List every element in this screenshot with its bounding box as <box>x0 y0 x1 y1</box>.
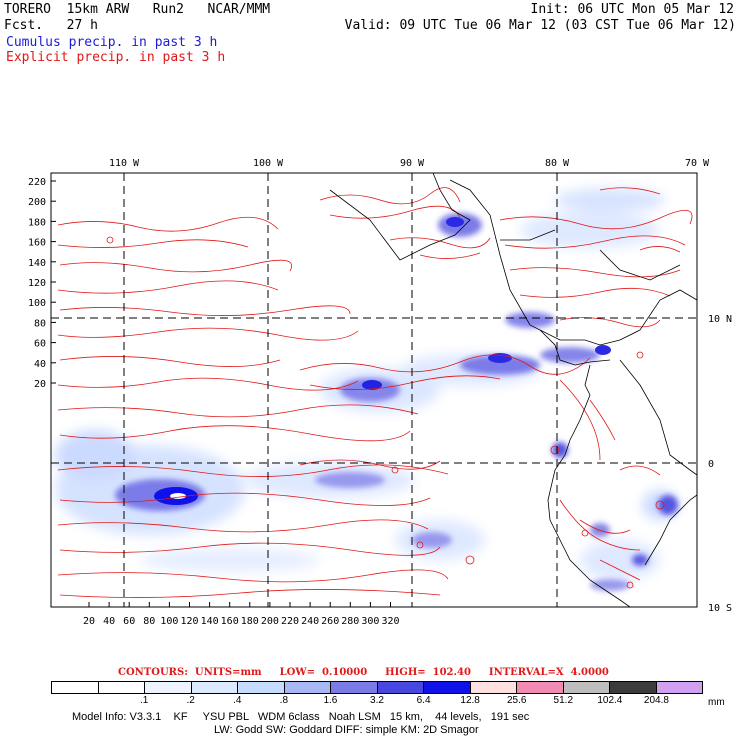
bottom-tick-label: 220 <box>281 616 299 627</box>
legend-swatch <box>470 682 517 693</box>
bottom-tick-label: 280 <box>341 616 359 627</box>
left-tick-label: 140 <box>28 258 46 269</box>
bottom-tick-label: 80 <box>143 616 155 627</box>
legend-swatch <box>424 682 471 693</box>
contour-high: HIGH= 102.40 <box>385 667 471 678</box>
legend-swatch <box>238 682 285 693</box>
map-frame <box>50 172 698 608</box>
graticule <box>51 173 697 607</box>
bottom-tick-label: 100 <box>160 616 178 627</box>
bottom-grid-ticks: 20 40 60 80 100 120 140 160 180 200 220 240 260 280 30… <box>83 602 400 627</box>
legend-swatch <box>610 682 657 693</box>
left-tick-label: 120 <box>28 278 46 289</box>
left-tick-label: 20 <box>34 379 46 390</box>
bottom-tick-label: 200 <box>261 616 279 627</box>
left-grid-ticks: 220 200 180 160 140 120 100 80 60 40 20 <box>28 177 56 390</box>
lat-label: 10 S <box>708 603 732 614</box>
legend-label: .1 <box>139 695 149 706</box>
left-tick-label: 100 <box>28 298 46 309</box>
precip-field <box>55 173 697 607</box>
legend-label: .4 <box>233 695 242 706</box>
lat-label: 0 <box>708 459 714 470</box>
legend-label: 51.2 <box>553 695 574 706</box>
left-tick-label: 40 <box>34 359 46 370</box>
legend-label: 25.6 <box>506 695 527 706</box>
model-physics: LW: Godd SW: Goddard DIFF: simple KM: 2D… <box>214 724 479 736</box>
legend-label: .2 <box>186 695 195 706</box>
bottom-tick-label: 120 <box>180 616 198 627</box>
bottom-tick-label: 240 <box>301 616 319 627</box>
legend-swatch <box>377 682 424 693</box>
legend-swatch <box>517 682 564 693</box>
left-tick-label: 80 <box>34 318 46 329</box>
legend-swatch <box>52 682 99 693</box>
contour-units: CONTOURS: UNITS=mm <box>118 667 262 678</box>
left-tick-label: 60 <box>34 339 46 350</box>
init-time: Init: 06 UTC Mon 05 Mar 12 <box>530 2 735 17</box>
left-tick-label: 220 <box>28 177 46 188</box>
legend-label: 3.2 <box>370 695 384 706</box>
legend-label: 204.8 <box>643 695 669 706</box>
lon-label: 100 W <box>253 158 284 169</box>
legend-label: 102.4 <box>597 695 623 706</box>
forecast-hour: Fcst. 27 h <box>4 18 98 33</box>
legend-swatch <box>331 682 378 693</box>
left-tick-label: 160 <box>28 238 46 249</box>
legend-label: 12.8 <box>460 695 480 706</box>
bottom-tick-label: 160 <box>221 616 239 627</box>
bottom-tick-label: 260 <box>321 616 339 627</box>
valid-time: Valid: 09 UTC Tue 06 Mar 12 (03 CST Tue … <box>344 18 736 33</box>
lon-label: 110 W <box>109 158 140 169</box>
bottom-tick-label: 20 <box>83 616 95 627</box>
bottom-tick-label: 140 <box>201 616 219 627</box>
right-lat-labels: 10 N 0 10 S <box>708 314 732 614</box>
lon-label: 70 W <box>685 158 710 169</box>
legend-swatch <box>191 682 238 693</box>
bottom-tick-label: 60 <box>123 616 135 627</box>
contour-info: CONTOURS: UNITS=mm LOW= 0.10000 HIGH= 102.… <box>118 667 627 678</box>
lon-label: 80 W <box>545 158 570 169</box>
lon-label: 90 W <box>400 158 425 169</box>
bottom-tick-label: 300 <box>361 616 379 627</box>
model-info: Model Info: V3.3.1 KF YSU PBL WDM 6class… <box>72 711 530 723</box>
left-tick-label: 200 <box>28 197 46 208</box>
contour-low: LOW= 0.10000 <box>279 667 368 678</box>
model-run-title: TORERO 15km ARW Run2 NCAR/MMM <box>4 2 271 17</box>
legend-swatch <box>563 682 610 693</box>
left-tick-label: 180 <box>28 217 46 228</box>
color-legend-bar <box>51 681 703 694</box>
legend-label: .8 <box>279 695 289 706</box>
bottom-tick-label: 320 <box>381 616 399 627</box>
top-lon-labels: 110 W 100 W 90 W 80 W 70 W <box>109 158 710 169</box>
legend-swatch <box>656 682 702 693</box>
legend-swatch <box>145 682 192 693</box>
bottom-tick-label: 180 <box>241 616 259 627</box>
cumulus-precip-label: Cumulus precip. in past 3 h <box>6 35 218 50</box>
precip-map: 110 W 100 W 90 W 80 W 70 W 10 N 0 10 S 2… <box>28 158 732 627</box>
bottom-tick-label: 40 <box>103 616 115 627</box>
legend-label: 1.6 <box>323 695 338 706</box>
legend-swatch <box>284 682 331 693</box>
legend-label: 6.4 <box>416 695 431 706</box>
legend-swatch <box>98 682 145 693</box>
lat-label: 10 N <box>708 314 732 325</box>
contour-interval: INTERVAL=X 4.0000 <box>488 667 609 678</box>
legend-unit: mm <box>708 697 725 708</box>
explicit-precip-label: Explicit precip. in past 3 h <box>6 50 226 65</box>
